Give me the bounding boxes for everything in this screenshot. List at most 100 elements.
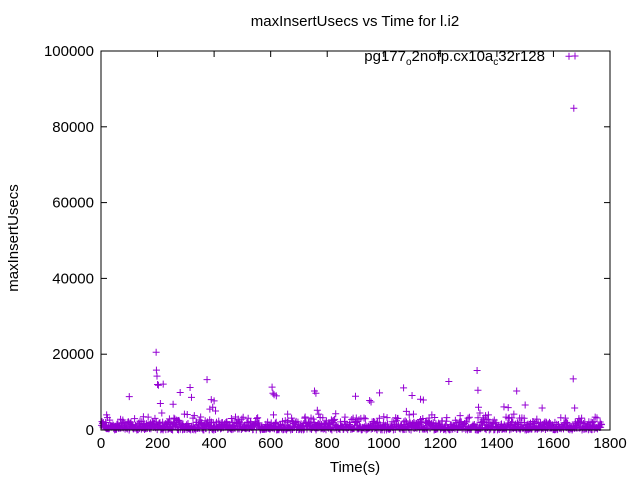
data-point [238,415,246,423]
legend-plus-marker [571,52,579,60]
data-point-outlier [521,401,529,409]
legend-segment: 2nofp.cx10a [412,48,494,65]
data-point-outlier [139,413,147,421]
data-point-outlier [504,404,512,412]
data-point [131,415,139,423]
data-point-outlier [210,397,218,405]
x-tick-label: 800 [315,435,340,452]
data-point [419,414,427,422]
data-point [375,414,383,422]
plot-border [100,50,611,431]
data-point-outlier [156,399,164,407]
data-point-outlier [510,410,518,418]
data-point-outlier [569,375,577,383]
x-tick-label: 1400 [480,435,513,452]
data-point [348,415,356,423]
data-point [227,415,235,423]
data-point-outlier [565,52,573,60]
data-point-outlier [476,409,484,417]
data-point-outlier [315,410,323,418]
y-tick-label: 80000 [52,119,94,136]
y-tick-label: 0 [86,422,94,439]
data-point-outlier [269,411,277,419]
data-point-outlier [400,384,408,392]
data-point [151,414,159,422]
data-point-outlier [473,366,481,374]
x-tick-label: 0 [97,435,105,452]
data-point [590,418,598,426]
data-point-outlier [190,412,198,420]
x-tick-label: 400 [202,435,227,452]
data-point [330,416,338,424]
x-tick-label: 1800 [593,435,626,452]
legend: pg177o2nofp.cx10ac32r128 [364,48,579,68]
data-point-outlier [158,409,166,417]
data-point-outlier [445,377,453,385]
data-point [465,413,473,421]
data-point-outlier [159,380,167,388]
data-point [171,415,179,423]
data-point-outlier [152,348,160,356]
data-point-outlier [183,410,191,418]
legend-segment: 32r128 [498,48,545,65]
data-point-outlier [367,398,375,406]
data-point-outlier [475,403,483,411]
x-tick-label: 1000 [367,435,400,452]
data-point-outlier [203,376,211,384]
data-point-outlier [571,404,579,412]
data-point [474,414,482,422]
data-point [360,414,368,422]
data-point [253,415,261,423]
data-point-outlier [186,384,194,392]
data-point-outlier [316,413,324,421]
data-point [341,413,349,421]
y-tick-label: 40000 [52,270,94,287]
data-point-outlier [176,388,184,396]
data-point [283,418,291,426]
data-point-outlier [332,410,340,418]
x-axis-label: Time(s) [330,459,380,476]
data-point [463,418,471,426]
data-point [361,415,369,423]
data-point-outlier [408,392,416,400]
chart-title: maxInsertUsecs vs Time for l.i2 [251,13,459,30]
data-point [508,414,516,422]
data-point-outlier [409,410,417,418]
data-point-outlier [500,403,508,411]
data-point-outlier [419,396,427,404]
data-point-outlier [284,410,292,418]
data-point-outlier [272,392,280,400]
data-point-outlier [268,383,276,391]
x-tick-label: 200 [145,435,170,452]
data-point-outlier [209,403,217,411]
data-point [591,413,599,421]
legend-segment: pg177 [364,48,406,65]
data-point-outlier [212,407,220,415]
data-point-outlier [152,366,160,374]
data-point-outlier [575,415,583,423]
data-point-outlier [376,389,384,397]
data-point-outlier [538,404,546,412]
legend-label: pg177o2nofp.cx10ac32r128 [364,48,545,68]
data-point-outlier [431,413,439,421]
data-point-outlier [153,372,161,380]
legend-marker [571,52,579,60]
x-tick-label: 1600 [537,435,570,452]
data-point [309,415,317,423]
data-point [383,414,391,422]
data-point-outlier [103,411,111,419]
data-point [593,414,601,422]
data-point-outlier [484,411,492,419]
data-point-outlier [352,392,359,400]
data-point [443,414,451,422]
data-point-outlier [570,104,578,112]
data-point [533,415,541,423]
data-point [292,417,300,425]
legend-subscript: c [493,57,498,68]
data-point [394,414,402,422]
data-point-outlier [474,386,482,394]
data-point-outlier [513,387,521,395]
data-point-outlier [187,393,195,401]
